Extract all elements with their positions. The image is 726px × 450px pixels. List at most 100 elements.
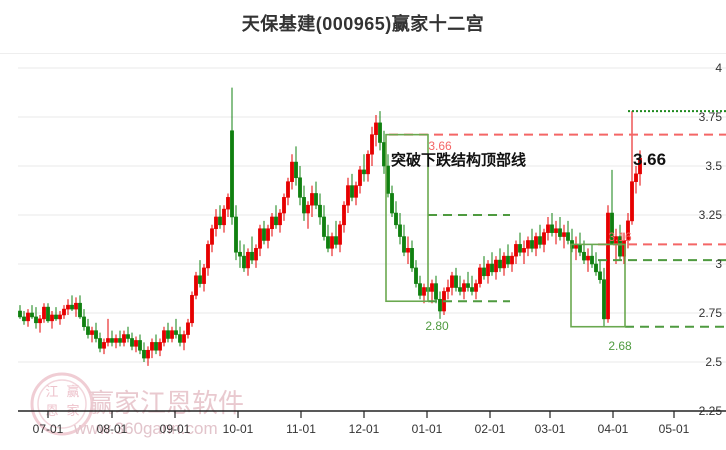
candle-body [434, 283, 438, 300]
candle-body [314, 193, 318, 206]
candle-body [114, 338, 118, 343]
watermark-url: www.360gann.com [73, 419, 218, 438]
candle-body [530, 240, 534, 249]
chart-annotations: 突破下跌结构顶部线 3.66 3.66 3.16 2.80 2.68 [391, 139, 666, 353]
candle-body [406, 248, 410, 253]
candle-body [122, 334, 126, 343]
candle-body [230, 130, 234, 218]
watermark: 江赢恩家赢家江恩软件www.360gann.com [30, 372, 244, 438]
candle-body [106, 338, 110, 343]
candle-body [630, 181, 634, 222]
candle-body [526, 240, 530, 249]
candle-body [266, 228, 270, 241]
candle-body [254, 248, 258, 261]
candle-body [510, 255, 514, 265]
candle-body [478, 267, 482, 284]
candle-body [558, 228, 562, 237]
candle-body [78, 302, 82, 318]
candle-body [290, 161, 294, 182]
candle-body [414, 267, 418, 284]
y-axis-labels: 4 3.75 3.5 3.25 3 2.75 2.5 2.25 [699, 61, 723, 418]
candle-body [66, 304, 70, 310]
candle-body [366, 153, 370, 175]
candle-body [70, 304, 74, 310]
candle-body [74, 302, 78, 310]
candle-body [358, 169, 362, 186]
candle-body [158, 342, 162, 351]
x-axis-tick-label: 03-01 [535, 422, 566, 436]
candle-body [582, 251, 586, 261]
candle-body [350, 185, 354, 198]
candle-body [538, 236, 542, 245]
candle-body [94, 330, 98, 339]
candle-body [546, 224, 550, 233]
candle-body [522, 248, 526, 253]
candle-body [310, 193, 314, 206]
candle-body [422, 287, 426, 296]
y-axis-tick-label: 2.25 [699, 404, 723, 418]
candle-body [270, 216, 274, 230]
candle-body [154, 342, 158, 351]
price-label-366-current: 3.66 [633, 150, 666, 169]
candle-body [190, 295, 194, 324]
candle-body [294, 161, 298, 179]
candle-body [194, 275, 198, 296]
candle-body [34, 316, 38, 324]
seal-char: 赢 [66, 384, 79, 399]
candle-body [306, 204, 310, 214]
candle-body [210, 228, 214, 245]
candle-body [58, 314, 62, 320]
candle-body [586, 255, 590, 261]
candle-body [638, 157, 642, 175]
candle-body [42, 306, 46, 320]
axis-lines [18, 410, 726, 418]
watermark-brand: 赢家江恩软件 [88, 388, 244, 418]
candle-body [342, 204, 346, 226]
candle-body [382, 142, 386, 167]
x-axis-tick-label: 09-01 [160, 422, 191, 436]
seal-char: 江 [45, 384, 58, 399]
candle-body [374, 122, 378, 135]
candle-body [454, 275, 458, 288]
candle-body [594, 263, 598, 273]
page-title: 天保基建(000965)赢家十二宫 [241, 14, 485, 34]
candle-body [606, 212, 610, 320]
candle-body [362, 169, 366, 175]
candle-body [274, 216, 278, 226]
x-axis-tick-label: 05-01 [659, 422, 690, 436]
candle-body [410, 248, 414, 269]
candle-body [146, 349, 150, 359]
price-label-366-small: 3.66 [428, 139, 452, 153]
breakout-annotation-label: 突破下跌结构顶部线 [391, 151, 526, 169]
candle-body [222, 208, 226, 226]
candle-body [170, 330, 174, 339]
candle-body [346, 185, 350, 206]
candle-body [370, 134, 374, 155]
candle-body [318, 204, 322, 218]
x-axis-tick-label: 04-01 [598, 422, 629, 436]
candle-body [562, 232, 566, 237]
candle-body [218, 216, 222, 226]
candle-body [166, 330, 170, 339]
candle-body [50, 314, 54, 322]
candle-body [286, 181, 290, 198]
candle-body [54, 314, 58, 320]
candle-body [282, 197, 286, 214]
y-axis-tick-label: 2.5 [705, 355, 722, 369]
candle-body [246, 251, 250, 269]
candle-body [238, 251, 242, 257]
candle-body [26, 312, 30, 322]
candle-body [258, 228, 262, 249]
candle-body [142, 349, 146, 359]
y-axis-tick-label: 4 [715, 61, 722, 75]
candle-body [354, 185, 358, 198]
candle-body [402, 236, 406, 253]
candle-body [86, 326, 90, 335]
candle-body [202, 267, 206, 284]
candle-body [386, 165, 390, 194]
candle-body [330, 236, 334, 249]
candle-body [634, 173, 638, 182]
x-axis-tick-label: 10-01 [223, 422, 254, 436]
